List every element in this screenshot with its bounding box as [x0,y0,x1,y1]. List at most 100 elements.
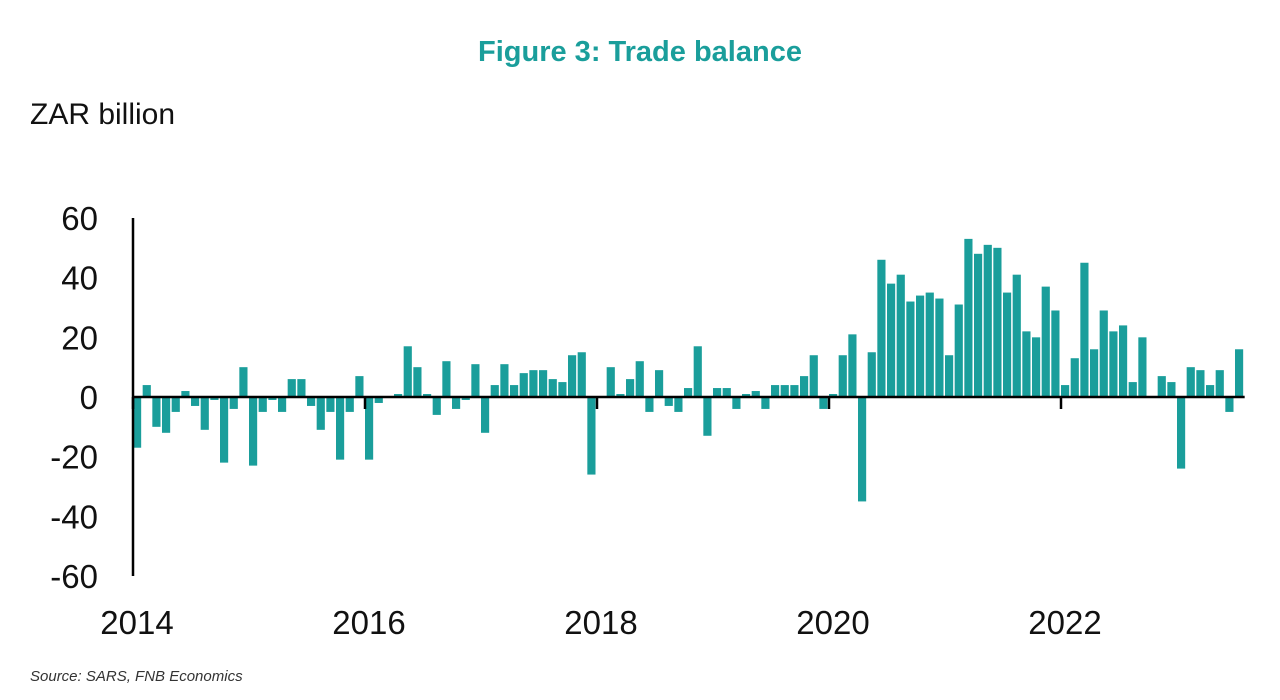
bar [1177,397,1186,469]
bar [403,346,412,397]
bar [983,244,992,397]
bar [974,253,983,397]
x-tick-label: 2016 [332,604,405,641]
x-tick-label: 2018 [564,604,637,641]
bar [1003,292,1012,397]
bar [162,397,171,433]
bar [780,385,789,397]
bar [568,355,577,397]
bar [790,385,799,397]
bar [558,382,567,397]
bar [616,394,625,397]
bar [336,397,345,460]
bar [1157,376,1166,397]
bar [906,301,915,397]
bar [181,391,190,397]
y-axis-unit-label: ZAR billion [30,98,176,131]
bar [1215,370,1224,397]
y-tick-label: 0 [80,379,98,416]
bar [1235,349,1244,397]
bar [1138,337,1147,397]
bar [751,391,760,397]
bar [394,394,403,397]
bar [500,364,509,397]
bar [268,397,277,400]
source-note: Source: SARS, FNB Economics [30,668,243,685]
bar [1051,310,1060,397]
bar [684,388,693,397]
y-tick-label: 20 [61,319,98,356]
bar [1119,325,1128,397]
bar [606,367,615,397]
bar [316,397,325,430]
bar [1109,331,1118,397]
bar [423,394,432,397]
bar [722,388,731,397]
bar [229,397,238,409]
bar [1070,358,1079,397]
bar [355,376,364,397]
bar [1032,337,1041,397]
x-tick-label: 2022 [1028,604,1101,641]
bar [297,379,306,397]
bar [258,397,267,412]
bar [867,352,876,397]
bar [887,283,896,397]
bar [326,397,335,412]
bar [732,397,741,409]
bar [945,355,954,397]
bar [510,385,519,397]
bar [1186,367,1195,397]
bar [374,397,383,403]
x-tick-label: 2020 [796,604,869,641]
bar [935,298,944,397]
bar [220,397,229,463]
bar [529,370,538,397]
bar [442,361,451,397]
bar [693,346,702,397]
bar [829,394,838,397]
bar [809,355,818,397]
bar [1167,382,1176,397]
bar [635,361,644,397]
bar [800,376,809,397]
bar [1196,370,1205,397]
y-tick-label: -40 [50,498,98,535]
bar [413,367,422,397]
bar [432,397,441,415]
bar [200,397,209,430]
bar [626,379,635,397]
bar [249,397,258,466]
bar [519,373,528,397]
bar [1225,397,1234,412]
bar [1080,262,1089,397]
bar [287,379,296,397]
bar [819,397,828,409]
bar [1022,331,1031,397]
bar [345,397,354,412]
bar [278,397,287,412]
bar [964,238,973,397]
y-tick-label: -20 [50,439,98,476]
bar [365,397,374,460]
bar [1206,385,1215,397]
bar [191,397,200,406]
x-tick-label: 2014 [100,604,173,641]
bar [645,397,654,412]
y-tick-label: -60 [50,558,98,595]
bar [307,397,316,406]
bar [993,247,1002,397]
bar [742,394,751,397]
bar [916,295,925,397]
bar [771,385,780,397]
y-tick-label: 60 [61,200,98,237]
bar [713,388,722,397]
bar [210,397,219,400]
bar [171,397,180,412]
bar [548,379,557,397]
bar [481,397,490,433]
bar [539,370,548,397]
y-tick-label: 40 [61,260,98,297]
bar [461,397,470,400]
